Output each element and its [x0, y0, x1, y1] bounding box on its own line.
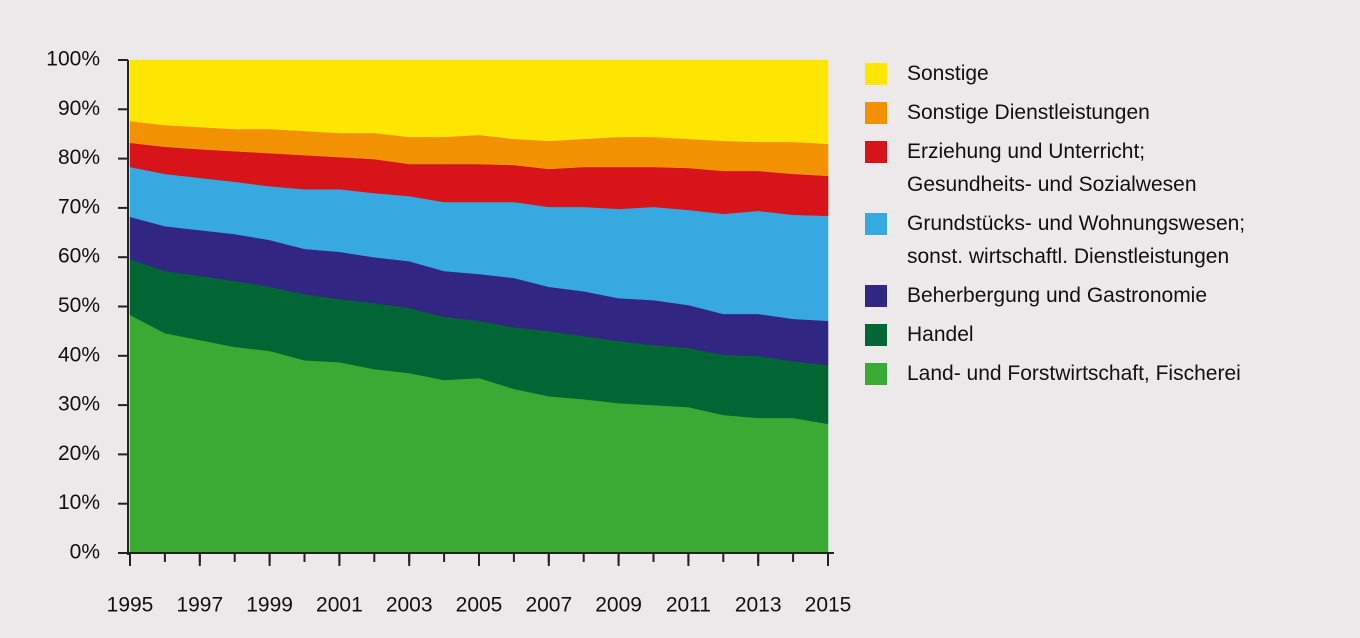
y-tick-label: 20%: [58, 442, 100, 465]
area: [129, 59, 829, 145]
x-tick-label: 2007: [525, 594, 572, 617]
legend-swatch: [865, 363, 887, 385]
legend-label: Land- und Forstwirtschaft, Fischerei: [907, 362, 1241, 385]
legend-label: Grundstücks- und Wohnungswesen; sonst. w…: [907, 212, 1246, 268]
y-tick-label: 90%: [58, 97, 100, 120]
x-tick-label: 2015: [805, 594, 852, 617]
x-tick-label: 2001: [316, 594, 363, 617]
x-tick-label: 2013: [735, 594, 782, 617]
x-tick-label: 1997: [176, 594, 223, 617]
y-tick-label: 50%: [58, 294, 100, 317]
y-tick-label: 30%: [58, 393, 100, 416]
legend-label: Sonstige: [907, 62, 989, 85]
y-tick-label: 0%: [70, 541, 100, 564]
legend-swatch: [865, 63, 887, 85]
legend-label: Sonstige Dienstleistungen: [907, 101, 1150, 124]
y-tick-label: 70%: [58, 195, 100, 218]
legend-item: Grundstücks- und Wohnungswesen; sonst. w…: [865, 210, 1355, 273]
y-tick-label: 60%: [58, 245, 100, 268]
x-tick-label: 2009: [595, 594, 642, 617]
y-tick-label: 80%: [58, 146, 100, 169]
legend-item: Land- und Forstwirtschaft, Fischerei: [865, 360, 1355, 390]
legend-label: Erziehung und Unterricht; Gesundheits- u…: [907, 140, 1197, 196]
x-tick-label: 2003: [386, 594, 433, 617]
y-tick-label: 100%: [46, 48, 100, 71]
x-tick-label: 2011: [666, 594, 711, 617]
legend-label: Beherbergung und Gastronomie: [907, 284, 1208, 307]
legend-item: Handel: [865, 321, 1355, 351]
legend: Sonstige Sonstige Dienstleistungen Erziehu…: [865, 60, 1355, 399]
y-tick-label: 40%: [58, 343, 100, 366]
legend-swatch: [865, 141, 887, 163]
legend-item: Beherbergung und Gastronomie: [865, 282, 1355, 312]
legend-label: Handel: [907, 323, 974, 346]
legend-swatch: [865, 213, 887, 235]
legend-item: Sonstige: [865, 60, 1355, 90]
legend-swatch: [865, 102, 887, 124]
legend-swatch: [865, 285, 887, 307]
x-tick-label: 1999: [246, 594, 293, 617]
y-tick-label: 10%: [58, 491, 100, 514]
legend-item: Sonstige Dienstleistungen: [865, 99, 1355, 129]
x-tick-label: 1995: [107, 594, 154, 617]
legend-item: Erziehung und Unterricht; Gesundheits- u…: [865, 138, 1355, 201]
legend-swatch: [865, 324, 887, 346]
x-tick-label: 2005: [456, 594, 503, 617]
